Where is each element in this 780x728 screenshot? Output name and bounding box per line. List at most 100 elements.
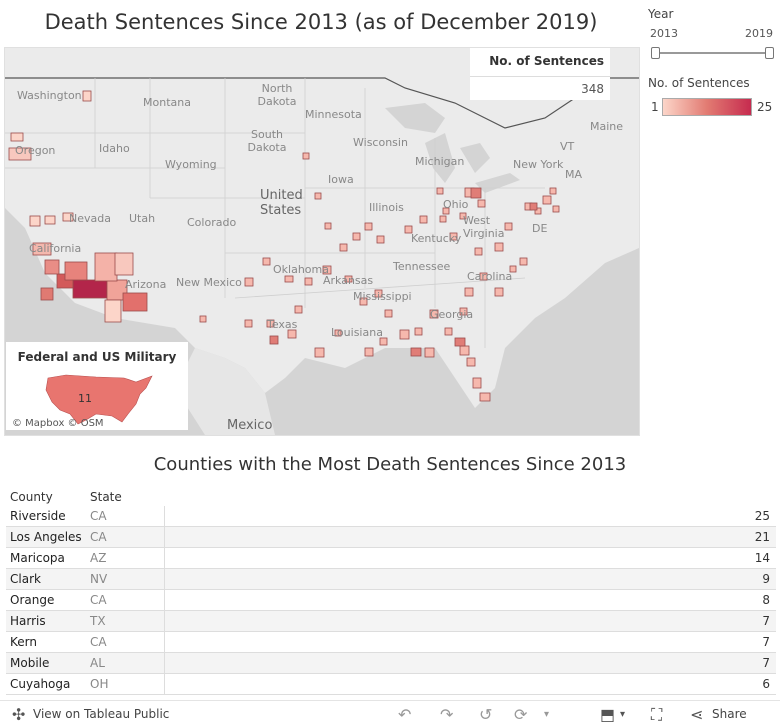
year-slider-track[interactable]	[656, 52, 770, 54]
download-dropdown-icon[interactable]: ▾	[620, 709, 626, 720]
county-cell: Maricopa	[10, 551, 65, 565]
label-vt: VT	[560, 140, 575, 153]
legend-min: 1	[651, 100, 659, 114]
state-cell: CA	[90, 530, 107, 544]
label-iowa: Iowa	[328, 173, 354, 186]
count-cell: 21	[754, 530, 770, 544]
redo-icon[interactable]: ↷	[440, 705, 454, 724]
label-new-york: New York	[513, 158, 564, 171]
download-icon[interactable]: ⬒	[600, 705, 616, 724]
county-cell: Orange	[10, 593, 55, 607]
label-west-virginia: West Virginia	[463, 214, 505, 240]
label-colorado: Colorado	[187, 216, 237, 229]
table-row[interactable]: Mobile AL 7	[6, 653, 776, 674]
state-cell: NV	[90, 572, 108, 586]
label-idaho: Idaho	[99, 142, 130, 155]
label-texas: Texas	[267, 318, 298, 331]
total-count-label: No. of Sentences	[489, 54, 604, 68]
table-row[interactable]: Maricopa AZ 14	[6, 548, 776, 569]
year-slider-handle-min[interactable]	[651, 47, 660, 59]
label-california: California	[29, 242, 82, 255]
federal-military-title: Federal and US Military	[17, 350, 177, 364]
label-de: DE	[532, 222, 548, 235]
county-cell: Clark	[10, 572, 41, 586]
federal-count: 11	[78, 392, 92, 405]
state-cell: AL	[90, 656, 105, 670]
count-cell: 14	[754, 551, 770, 565]
undo-icon[interactable]: ↶	[398, 705, 412, 724]
year-filter-title: Year	[648, 7, 674, 21]
year-max-label: 2019	[745, 27, 773, 40]
label-new-mexico: New Mexico	[176, 276, 242, 289]
label-ohio: Ohio	[443, 198, 469, 211]
label-united-states: United States	[260, 188, 303, 218]
county-cell: Cuyahoga	[10, 677, 71, 691]
total-count-box: No. of Sentences 348	[470, 48, 610, 100]
year-slider-handle-max[interactable]	[765, 47, 774, 59]
county-cell: Riverside	[10, 509, 66, 523]
label-oklahoma: Oklahoma	[273, 263, 329, 276]
label-wyoming: Wyoming	[165, 158, 217, 171]
label-tennessee: Tennessee	[393, 260, 451, 273]
page-title: Death Sentences Since 2013 (as of Decemb…	[44, 10, 598, 34]
count-cell: 7	[762, 656, 770, 670]
county-table: Riverside CA 25 Los Angeles CA 21 Marico…	[6, 506, 776, 695]
label-carolina: Carolina	[467, 270, 513, 283]
state-cell: OH	[90, 677, 109, 691]
table-row[interactable]: Cuyahoga OH 6	[6, 674, 776, 695]
table-row[interactable]: Los Angeles CA 21	[6, 527, 776, 548]
tableau-toolbar: ✣ View on Tableau Public ↶ ↷ ↺ ⟳ ▾ ⬒ ▾ ⛶…	[0, 700, 780, 728]
refresh-dropdown-icon[interactable]: ▾	[544, 709, 550, 720]
label-north-dakota: North Dakota	[257, 82, 297, 108]
fullscreen-icon[interactable]: ⛶	[651, 705, 663, 724]
count-cell: 7	[762, 635, 770, 649]
label-minnesota: Minnesota	[305, 108, 362, 121]
share-icon[interactable]: ⋖	[690, 705, 704, 724]
table-row[interactable]: Riverside CA 25	[6, 506, 776, 527]
table-title: Counties with the Most Death Sentences S…	[153, 454, 627, 475]
table-row[interactable]: Clark NV 9	[6, 569, 776, 590]
state-cell: CA	[90, 635, 107, 649]
county-cell: Harris	[10, 614, 46, 628]
column-header-state[interactable]: State	[90, 490, 122, 504]
column-header-county[interactable]: County	[10, 490, 53, 504]
county-cell: Los Angeles	[10, 530, 82, 544]
label-illinois: Illinois	[369, 201, 404, 214]
label-oregon: Oregon	[15, 144, 56, 157]
legend-color-ramp	[662, 98, 752, 116]
label-wisconsin: Wisconsin	[353, 136, 408, 149]
label-arizona: Arizona	[125, 278, 167, 291]
view-on-tableau-link[interactable]: View on Tableau Public	[33, 707, 170, 721]
federal-us-map	[45, 374, 153, 425]
count-cell: 7	[762, 614, 770, 628]
state-cell: CA	[90, 509, 107, 523]
state-cell: CA	[90, 593, 107, 607]
label-mexico: Mexico	[227, 418, 273, 433]
label-mississippi: Mississippi	[353, 290, 412, 303]
revert-icon[interactable]: ↺	[479, 705, 493, 724]
label-washington: Washington	[17, 89, 82, 102]
label-kentucky: Kentucky	[411, 232, 462, 245]
federal-military-box[interactable]: Federal and US Military 11	[6, 342, 188, 430]
count-cell: 6	[762, 677, 770, 691]
label-montana: Montana	[143, 96, 191, 109]
label-maine: Maine	[590, 120, 624, 133]
label-georgia: Georgia	[430, 308, 474, 321]
total-count-value: 348	[581, 82, 604, 96]
state-cell: AZ	[90, 551, 107, 565]
legend-title: No. of Sentences	[648, 76, 750, 90]
table-row[interactable]: Orange CA 8	[6, 590, 776, 611]
table-row[interactable]: Harris TX 7	[6, 611, 776, 632]
count-cell: 8	[762, 593, 770, 607]
label-louisiana: Louisiana	[331, 326, 383, 339]
label-utah: Utah	[129, 212, 156, 225]
map-attribution[interactable]: © Mapbox © OSM	[12, 418, 104, 429]
label-nevada: Nevada	[69, 212, 111, 225]
share-button[interactable]: Share	[712, 707, 747, 721]
year-min-label: 2013	[650, 27, 678, 40]
county-cell: Mobile	[10, 656, 50, 670]
table-row[interactable]: Kern CA 7	[6, 632, 776, 653]
label-arkansas: Arkansas	[323, 274, 374, 287]
refresh-icon[interactable]: ⟳	[514, 705, 528, 724]
count-cell: 9	[762, 572, 770, 586]
